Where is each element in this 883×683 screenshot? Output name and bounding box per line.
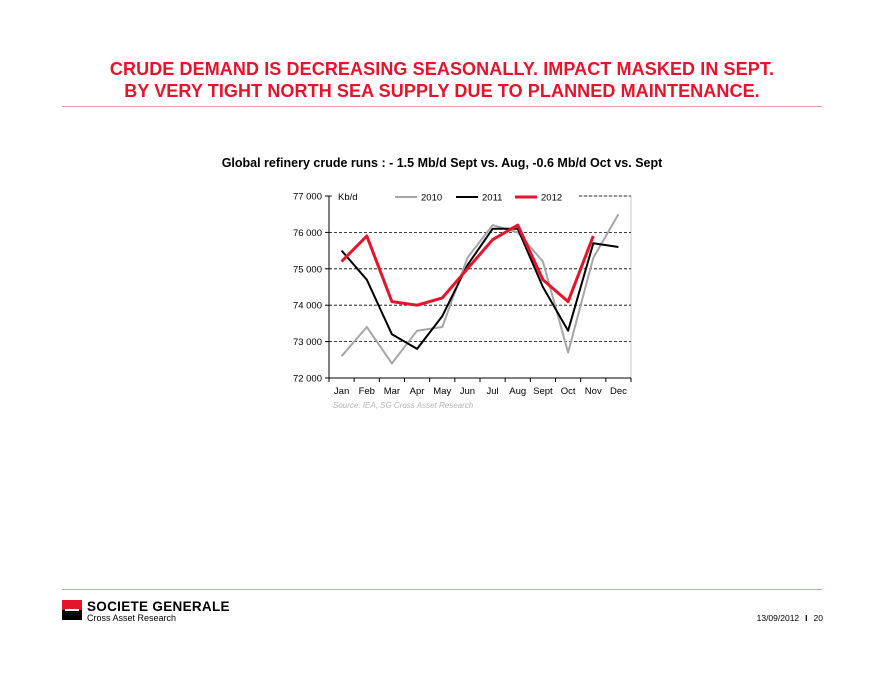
footer-meta: 13/09/2012 I 20 (757, 613, 823, 623)
logo-mark-icon (62, 600, 82, 620)
x-tick-label: May (433, 386, 451, 397)
y-tick-label: 76 000 (293, 228, 322, 239)
y-tick-label: 72 000 (293, 374, 322, 385)
footer-date: 13/09/2012 (756, 613, 800, 623)
x-tick-label: Jan (334, 386, 349, 397)
logo-company-name: SOCIETE GENERALE (87, 599, 230, 614)
legend-background (332, 190, 578, 202)
series-line-2011 (340, 227, 619, 350)
x-tick-label: Apr (410, 386, 425, 397)
legend-label-2011: 2011 (482, 193, 502, 204)
top-divider (62, 106, 822, 107)
footer-separator: I (805, 613, 808, 623)
x-tick-label: Jul (487, 386, 499, 397)
legend-label-2010: 2010 (421, 193, 442, 204)
x-tick-label: Mar (384, 386, 400, 397)
x-tick-label: Feb (359, 386, 375, 397)
x-tick-label: Oct (561, 386, 576, 397)
page-number: 20 (813, 613, 823, 623)
y-tick-label: 77 000 (293, 192, 322, 203)
x-tick-label: Dec (610, 386, 627, 397)
source-note: Source: IEA, SG Cross Asset Research (333, 401, 474, 410)
slide-title: CRUDE DEMAND IS DECREASING SEASONALLY. I… (62, 58, 822, 102)
slide-title-line-1: CRUDE DEMAND IS DECREASING SEASONALLY. I… (109, 59, 775, 79)
series-line-2010 (340, 213, 620, 365)
unit-label: Kb/d (338, 192, 358, 203)
series-line-2012 (340, 223, 595, 307)
y-tick-label: 75 000 (293, 264, 322, 275)
x-tick-label: Sept (533, 386, 553, 397)
chart-heading: Global refinery crude runs : - 1.5 Mb/d … (221, 156, 663, 170)
legend-label-2012: 2012 (541, 193, 562, 204)
y-tick-label: 74 000 (293, 301, 322, 312)
x-tick-label: Aug (509, 386, 526, 397)
logo-division: Cross Asset Research (87, 613, 177, 623)
x-tick-label: Nov (585, 386, 602, 397)
x-tick-label: Jun (460, 386, 475, 397)
bottom-divider (62, 589, 822, 590)
slide-title-line-2: BY VERY TIGHT NORTH SEA SUPPLY DUE TO PL… (124, 81, 760, 101)
y-tick-label: 73 000 (293, 337, 322, 348)
